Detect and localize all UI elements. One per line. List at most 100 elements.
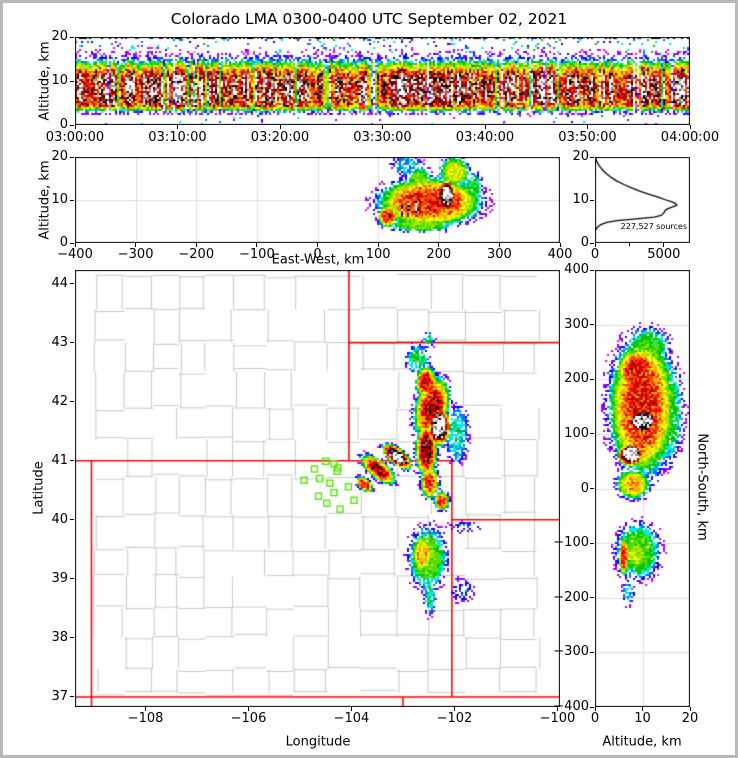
y-tick-label: 40	[51, 511, 68, 527]
x-tick-mark	[689, 125, 691, 129]
y-tick-mark	[70, 124, 74, 126]
x-tick-mark	[177, 125, 178, 129]
map-ylabel-latitude: Latitude	[31, 461, 47, 515]
y-tick-mark	[590, 156, 594, 158]
altitude-histogram-canvas	[595, 157, 690, 243]
y-tick-mark	[590, 324, 594, 326]
x-tick-mark	[377, 243, 379, 247]
x-tick-mark	[587, 125, 588, 129]
y-tick-label: −100	[553, 535, 589, 551]
y-tick-mark	[70, 80, 74, 82]
y-tick-mark	[590, 597, 594, 599]
x-tick-label: 20	[681, 711, 699, 726]
x-tick-label: 0	[313, 247, 322, 262]
x-tick-label: 100	[365, 247, 391, 262]
y-tick-mark	[590, 542, 594, 544]
x-tick-label: −104	[333, 711, 370, 726]
x-tick-label: 04:00:00	[660, 130, 720, 145]
y-tick-mark	[70, 519, 74, 521]
x-tick-label: −102	[436, 711, 473, 726]
x-tick-mark	[556, 707, 558, 711]
y-tick-mark	[70, 637, 74, 639]
x-tick-mark	[663, 243, 665, 247]
north-south-altitude-heatmap-canvas	[595, 270, 690, 707]
x-tick-label: 03:40:00	[455, 130, 515, 145]
x-tick-mark	[484, 125, 486, 129]
y-tick-label: 0	[59, 235, 68, 250]
x-tick-mark	[689, 707, 691, 711]
y-tick-mark	[70, 342, 74, 344]
x-tick-mark	[256, 243, 258, 247]
y-tick-label: 39	[51, 570, 68, 586]
x-tick-label: −108	[127, 711, 164, 726]
x-tick-label: 10	[634, 711, 651, 726]
x-tick-label: −400	[57, 247, 93, 262]
x-tick-mark	[350, 707, 352, 711]
y-tick-label: 400	[564, 262, 589, 277]
y-tick-mark	[70, 199, 74, 201]
x-tick-mark	[382, 125, 383, 129]
x-tick-mark	[135, 243, 137, 247]
x-tick-label: 400	[547, 247, 573, 262]
map-canvas	[75, 270, 560, 707]
x-tick-label: −106	[230, 711, 267, 726]
y-tick-label: 41	[51, 452, 68, 468]
x-tick-mark	[74, 243, 76, 247]
x-tick-label: 200	[426, 247, 452, 262]
x-tick-label: 0	[590, 247, 600, 262]
x-tick-label: −100	[539, 711, 576, 726]
y-tick-label: 43	[51, 334, 68, 350]
y-tick-mark	[590, 199, 594, 201]
x-tick-mark	[195, 243, 197, 247]
x-tick-label: −200	[178, 247, 215, 262]
y-tick-label: 200	[564, 371, 589, 387]
north-south-ylabel: North-South, km	[694, 433, 710, 541]
north-south-xlabel-altitude: Altitude, km	[602, 734, 682, 750]
x-tick-mark	[498, 243, 500, 247]
y-tick-label: 20	[51, 29, 68, 44]
x-tick-mark	[594, 243, 596, 247]
x-tick-label: 03:10:00	[148, 130, 207, 145]
x-tick-label: 03:50:00	[558, 130, 617, 145]
y-tick-mark	[70, 283, 74, 285]
y-tick-mark	[590, 378, 594, 380]
x-tick-mark	[145, 707, 147, 711]
x-tick-label: 0	[590, 711, 600, 726]
x-tick-mark	[279, 125, 281, 129]
y-tick-mark	[590, 242, 594, 244]
y-tick-label: 0	[59, 117, 68, 132]
y-tick-label: −200	[553, 589, 589, 605]
y-tick-label: 0	[580, 480, 589, 496]
source-count-annotation: 227,527 sources	[620, 222, 687, 231]
y-tick-mark	[70, 156, 74, 158]
y-tick-label: 44	[51, 275, 68, 291]
y-tick-label: 10	[51, 192, 68, 207]
x-tick-mark	[628, 243, 630, 246]
x-tick-mark	[438, 243, 440, 247]
y-tick-mark	[70, 578, 74, 580]
east-west-xlabel: East-West, km	[271, 252, 365, 268]
y-tick-mark	[590, 706, 594, 708]
x-tick-mark	[248, 707, 249, 711]
y-tick-label: 300	[564, 316, 589, 332]
y-tick-label: −400	[553, 699, 589, 714]
x-tick-mark	[317, 243, 318, 247]
y-tick-label: 38	[51, 629, 68, 645]
y-tick-label: 0	[580, 235, 589, 250]
y-tick-mark	[590, 651, 594, 653]
y-tick-mark	[70, 460, 74, 462]
y-tick-label: 10	[51, 73, 68, 88]
y-tick-mark	[590, 269, 594, 271]
x-tick-mark	[74, 125, 76, 129]
x-tick-label: −100	[239, 247, 275, 262]
x-tick-mark	[642, 707, 643, 711]
x-tick-label: 03:20:00	[250, 130, 310, 145]
east-west-altitude-heatmap-canvas	[75, 157, 560, 243]
y-tick-label: 10	[572, 192, 589, 207]
x-tick-label: 300	[486, 247, 512, 262]
y-tick-label: 100	[564, 425, 589, 441]
y-tick-label: 20	[51, 149, 68, 164]
y-tick-mark	[70, 401, 74, 403]
y-tick-mark	[70, 36, 74, 38]
